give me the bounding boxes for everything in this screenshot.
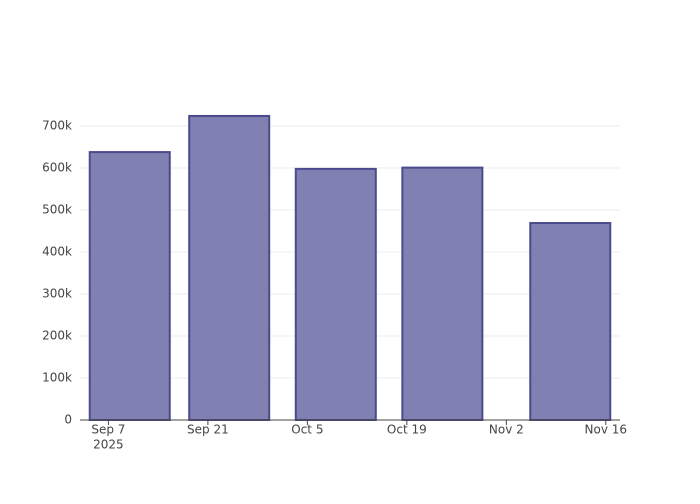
x-tick-label: Oct 19	[387, 423, 427, 437]
x-tick-label: Sep 7	[91, 423, 125, 437]
bar	[88, 151, 171, 421]
y-tick-label: 100k	[42, 371, 72, 385]
y-tick-label: 300k	[42, 287, 72, 301]
x-tick-year: 2025	[93, 438, 124, 452]
x-tick-label: Nov 16	[585, 423, 628, 437]
y-tick-label: 500k	[42, 203, 72, 217]
x-tick-label: Nov 2	[489, 423, 524, 437]
y-tick-label: 200k	[42, 329, 72, 343]
x-tick-label: Sep 21	[187, 423, 229, 437]
bar	[401, 166, 484, 421]
bar	[294, 167, 377, 421]
y-tick-label: 700k	[42, 119, 72, 133]
x-tick-label: Oct 5	[291, 423, 323, 437]
bar	[188, 114, 271, 421]
y-tick-label: 0	[64, 413, 72, 427]
y-tick-label: 600k	[42, 161, 72, 175]
y-tick-label: 400k	[42, 245, 72, 259]
bar	[529, 222, 612, 421]
